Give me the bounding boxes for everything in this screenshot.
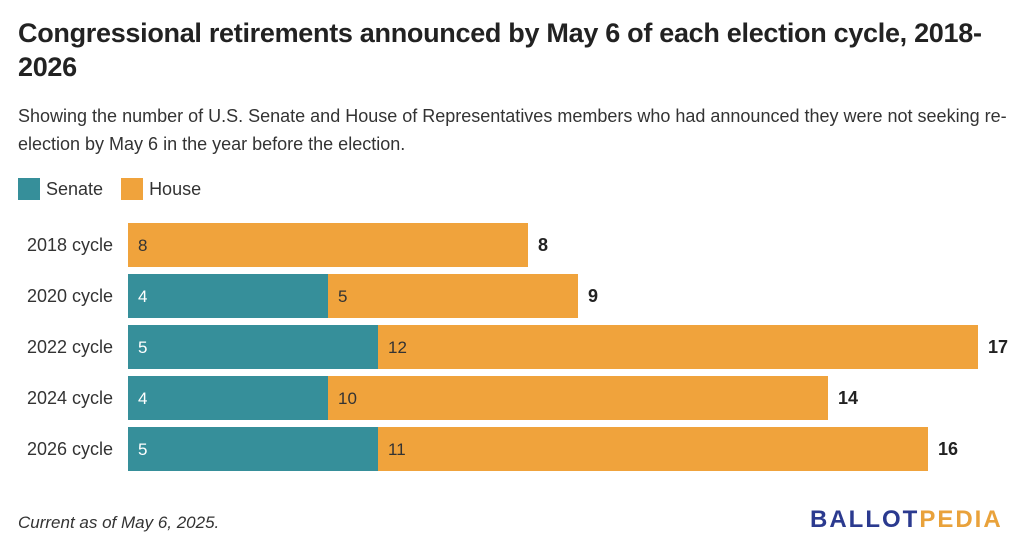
category-label: 2026 cycle [27,439,113,459]
bar-segment-senate [128,274,328,318]
legend: Senate House [18,176,219,202]
logo-pedia: PEDIA [919,506,1003,533]
bar-value-label: 5 [338,287,347,306]
bar-value-label: 4 [138,389,147,408]
legend-label-senate: Senate [46,178,104,199]
category-label: 2022 cycle [27,337,113,357]
bar-value-label: 11 [388,440,406,459]
bar-value-label: 8 [138,236,147,255]
legend-swatch-house [121,178,144,200]
chart-title: Congressional retirements announced by M… [18,18,982,82]
category-label: 2020 cycle [27,286,113,306]
total-label: 17 [988,337,1008,357]
bar-value-label: 5 [138,440,147,459]
total-label: 14 [838,388,858,408]
bar-segment-senate [128,325,378,369]
bar-segment-house [378,427,928,471]
ballotpedia-logo: BALLOTPEDIA [810,506,1003,534]
bar-chart: 2018 cycle 8 8 2020 cycle 4 5 9 2022 cycle 5 12 17… [27,223,1008,471]
bar-segment-house [328,376,828,420]
logo-ballot: BALLOT [810,506,920,533]
total-label: 8 [538,235,548,255]
chart-subtitle: Showing the number of U.S. Senate and Ho… [18,106,1007,154]
bar-segment-house [378,325,978,369]
bar-value-label: 4 [138,287,147,306]
total-label: 9 [588,286,598,306]
legend-item-senate: Senate [18,178,103,200]
category-label: 2018 cycle [27,235,113,255]
bar-value-label: 12 [388,338,407,357]
legend-item-house: House [121,178,201,200]
bar-value-label: 5 [138,338,147,357]
bar-segment-senate [128,376,328,420]
footnote: Current as of May 6, 2025. [18,513,220,532]
legend-swatch-senate [18,178,40,200]
category-label: 2024 cycle [27,388,113,408]
bar-value-label: 10 [338,389,357,408]
bar-segment-senate [128,427,378,471]
bar-segment-house [128,223,528,267]
bar-segment-house [328,274,578,318]
legend-label-house: House [149,178,202,199]
total-label: 16 [938,439,958,459]
